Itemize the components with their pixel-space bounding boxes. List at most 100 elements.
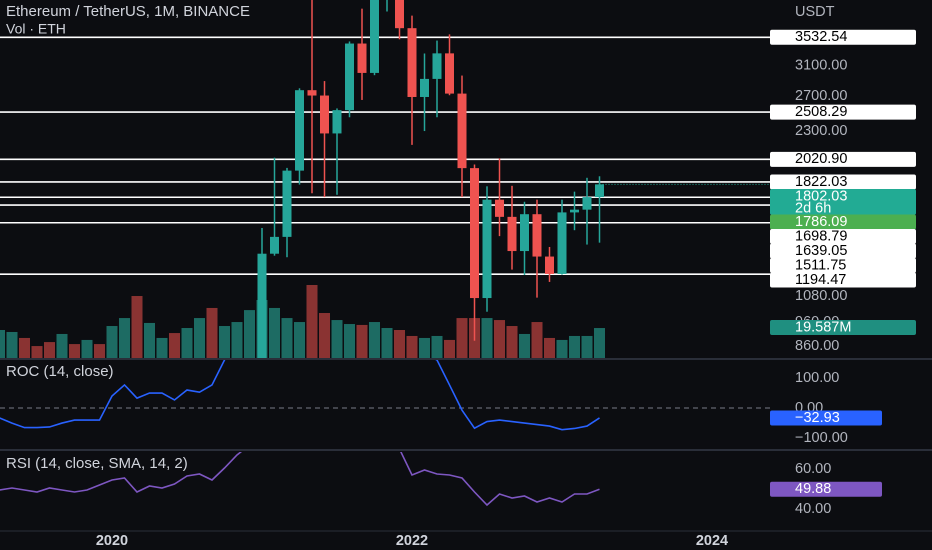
roc-tick-label: 100.00 bbox=[795, 370, 839, 386]
level-label: 1639.05 bbox=[795, 243, 847, 259]
volume-bar bbox=[306, 285, 318, 358]
candle-body bbox=[370, 0, 379, 73]
candle-body bbox=[532, 214, 542, 257]
candle-body bbox=[545, 256, 554, 274]
volume-bar bbox=[206, 307, 218, 358]
level-label: 1698.79 bbox=[795, 228, 847, 244]
volume-bar bbox=[69, 344, 80, 358]
level-label: 1194.47 bbox=[795, 272, 846, 288]
volume-bar bbox=[369, 322, 380, 358]
level-label-box bbox=[770, 174, 916, 190]
volume-bar bbox=[156, 337, 168, 358]
volume-bar bbox=[6, 331, 18, 358]
close-label-box bbox=[770, 188, 916, 215]
volume-bar bbox=[281, 318, 293, 358]
candle-body bbox=[395, 0, 404, 29]
candle-body bbox=[457, 93, 467, 169]
highlight-label-box bbox=[770, 214, 916, 230]
volume-bar bbox=[581, 335, 593, 358]
candle-body bbox=[307, 90, 317, 96]
volume-bar bbox=[444, 339, 455, 358]
roc-value-box bbox=[770, 410, 882, 426]
volume-bar bbox=[144, 322, 155, 358]
axes: 2020202220243100.002700.002300.001240.00… bbox=[96, 29, 916, 549]
volume-bar bbox=[31, 346, 43, 358]
roc-tick-label: −100.00 bbox=[795, 430, 848, 446]
candle-body bbox=[432, 53, 442, 79]
level-label: 2508.29 bbox=[795, 104, 847, 120]
y-tick-label: 2300.00 bbox=[795, 123, 847, 139]
volume-bar bbox=[544, 337, 555, 358]
candle-body bbox=[470, 168, 479, 299]
volume-bar bbox=[269, 307, 280, 358]
volume-bar bbox=[119, 318, 130, 358]
volume-bar bbox=[519, 333, 530, 358]
level-label-box bbox=[770, 104, 916, 120]
candle-body bbox=[357, 43, 367, 73]
volume-value-label: 19.587M bbox=[795, 319, 851, 335]
level-label: 3532.54 bbox=[795, 29, 847, 45]
candle-body bbox=[270, 236, 279, 254]
price-pane bbox=[0, 0, 770, 358]
volume-bar bbox=[219, 326, 230, 358]
volume-bar bbox=[331, 320, 343, 358]
volume-bar bbox=[556, 339, 568, 358]
roc-line bbox=[0, 360, 600, 431]
level-label-box bbox=[770, 29, 916, 45]
volume-bar bbox=[344, 324, 355, 358]
volume-bar bbox=[0, 329, 5, 358]
volume-bar bbox=[94, 344, 105, 358]
volume-bar bbox=[381, 328, 393, 358]
volume-bar bbox=[319, 313, 330, 358]
candle-body bbox=[482, 199, 492, 299]
volume-bar bbox=[569, 335, 580, 358]
rsi-value-label: 49.88 bbox=[795, 481, 831, 497]
candle-body bbox=[282, 170, 292, 237]
countdown: 2d 6h bbox=[795, 200, 831, 216]
volume-bar bbox=[456, 318, 468, 358]
level-label-box bbox=[770, 257, 916, 273]
volume-bar bbox=[81, 339, 93, 358]
level-label: 1511.75 bbox=[795, 257, 846, 273]
volume-label: Vol · ETH bbox=[6, 21, 66, 37]
candle-body bbox=[407, 28, 417, 97]
x-tick-label: 2022 bbox=[396, 533, 428, 549]
volume-bar bbox=[356, 324, 368, 358]
volume-bar bbox=[19, 337, 30, 358]
highlight-label: 1786.09 bbox=[795, 214, 847, 230]
roc-pane bbox=[0, 360, 770, 431]
volume-bar bbox=[506, 326, 518, 358]
level-label-box bbox=[770, 228, 916, 244]
level-label-box bbox=[770, 151, 916, 167]
volume-bar bbox=[106, 326, 118, 358]
rsi-pane bbox=[0, 452, 600, 507]
volume-bar bbox=[56, 333, 68, 358]
x-tick-label: 2024 bbox=[696, 533, 728, 549]
candle-body bbox=[345, 43, 354, 111]
candle-body bbox=[295, 90, 304, 171]
rsi-value-box bbox=[770, 481, 882, 497]
volume-bar bbox=[194, 318, 205, 358]
candle-body bbox=[257, 253, 267, 358]
level-label-box bbox=[770, 272, 916, 288]
volume-bar bbox=[44, 342, 55, 358]
volume-bar bbox=[431, 335, 443, 358]
candle-body bbox=[495, 199, 504, 217]
volume-bar bbox=[394, 329, 405, 358]
rsi-tick-label: 40.00 bbox=[795, 501, 831, 517]
candle-body bbox=[332, 110, 342, 134]
candle-body bbox=[507, 216, 517, 252]
candle-body bbox=[595, 184, 604, 198]
y-tick-label: 860.00 bbox=[795, 338, 839, 354]
y-tick-label: 1080.00 bbox=[795, 288, 847, 304]
chart-title: Ethereum / TetherUS, 1M, BINANCE bbox=[6, 3, 250, 20]
close-label: 1802.03 bbox=[795, 188, 847, 204]
candle-body bbox=[557, 212, 567, 274]
level-label: 2020.90 bbox=[795, 151, 847, 167]
rsi-tick-label: 60.00 bbox=[795, 461, 831, 477]
rsi-label: RSI (14, close, SMA, 14, 2) bbox=[6, 455, 188, 472]
level-label-box bbox=[770, 243, 916, 259]
candle-body bbox=[582, 197, 592, 210]
